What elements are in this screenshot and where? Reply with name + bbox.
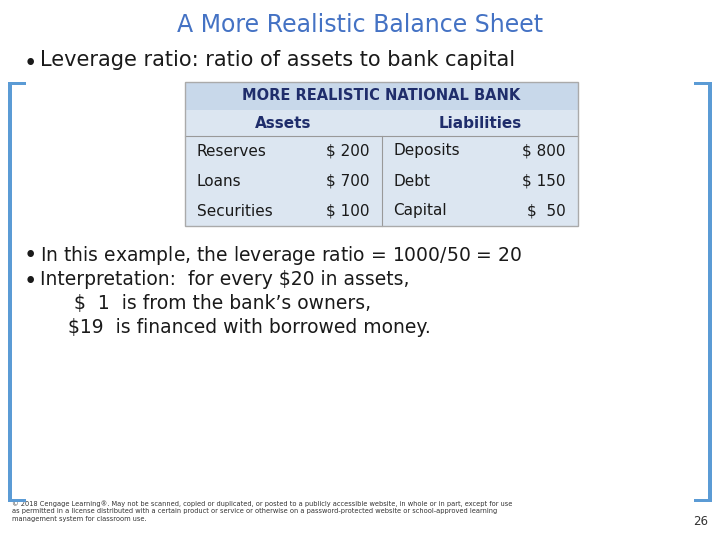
FancyBboxPatch shape — [8, 82, 26, 85]
Text: $ 800: $ 800 — [523, 144, 566, 159]
Text: Liabilities: Liabilities — [438, 116, 521, 131]
Text: $  1  is from the bank’s owners,: $ 1 is from the bank’s owners, — [56, 294, 371, 313]
Text: Debt: Debt — [394, 173, 431, 188]
Text: Deposits: Deposits — [394, 144, 460, 159]
Text: $ 700: $ 700 — [326, 173, 369, 188]
Text: MORE REALISTIC NATIONAL BANK: MORE REALISTIC NATIONAL BANK — [243, 89, 521, 104]
Text: •: • — [24, 244, 37, 267]
Text: 26: 26 — [693, 515, 708, 528]
Text: $19  is financed with borrowed money.: $19 is financed with borrowed money. — [56, 318, 431, 337]
FancyBboxPatch shape — [185, 82, 578, 110]
FancyBboxPatch shape — [185, 110, 578, 136]
Text: $ 150: $ 150 — [523, 173, 566, 188]
Text: •: • — [24, 52, 37, 75]
Text: © 2018 Cengage Learning®. May not be scanned, copied or duplicated, or posted to: © 2018 Cengage Learning®. May not be sca… — [12, 501, 513, 522]
Text: Loans: Loans — [197, 173, 242, 188]
Text: A More Realistic Balance Sheet: A More Realistic Balance Sheet — [177, 13, 543, 37]
Text: $ 200: $ 200 — [326, 144, 369, 159]
Text: Assets: Assets — [255, 116, 312, 131]
Text: $ 100: $ 100 — [326, 204, 369, 219]
Text: Leverage ratio: ratio of assets to bank capital: Leverage ratio: ratio of assets to bank … — [40, 50, 515, 70]
Text: Interpretation:  for every $20 in assets,: Interpretation: for every $20 in assets, — [40, 270, 410, 289]
FancyBboxPatch shape — [708, 82, 711, 502]
Text: $  50: $ 50 — [527, 204, 566, 219]
FancyBboxPatch shape — [185, 82, 578, 226]
Text: •: • — [24, 270, 37, 293]
Text: In this example, the leverage ratio = $1000/$50 = 20: In this example, the leverage ratio = $1… — [40, 244, 522, 267]
Text: Capital: Capital — [394, 204, 447, 219]
Text: Reserves: Reserves — [197, 144, 267, 159]
FancyBboxPatch shape — [8, 498, 26, 502]
FancyBboxPatch shape — [694, 82, 712, 85]
FancyBboxPatch shape — [694, 498, 712, 502]
Text: Securities: Securities — [197, 204, 273, 219]
FancyBboxPatch shape — [8, 82, 12, 502]
